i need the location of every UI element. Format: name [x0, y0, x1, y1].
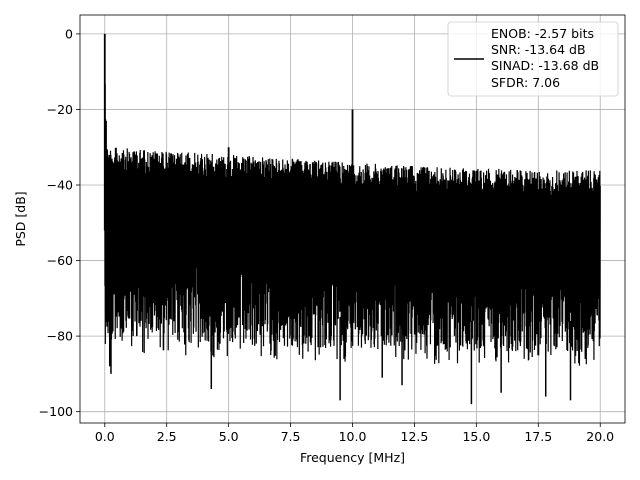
y-tick-label: −80 — [47, 329, 73, 344]
legend-entry-enob: ENOB: -2.57 bits — [491, 26, 594, 41]
y-tick-label: −60 — [47, 253, 73, 268]
legend: ENOB: -2.57 bits SNR: -13.64 dB SINAD: -… — [447, 21, 619, 97]
x-tick-label: 0.0 — [95, 429, 115, 444]
x-tick-label: 10.0 — [339, 429, 367, 444]
y-tick-label: −20 — [47, 102, 73, 117]
legend-entry-sinad: SINAD: -13.68 dB — [491, 58, 599, 73]
x-tick-label: 2.5 — [157, 429, 177, 444]
legend-box — [447, 21, 619, 97]
y-axis-label: PSD [dB] — [13, 191, 28, 246]
y-tick-label: −40 — [47, 178, 73, 193]
legend-entry-snr: SNR: -13.64 dB — [491, 42, 586, 57]
x-tick-label: 17.5 — [524, 429, 552, 444]
legend-entry-sfdr: SFDR: 7.06 — [491, 75, 560, 90]
series-layer — [103, 33, 601, 405]
y-tick-label: 0 — [65, 26, 73, 41]
ticks-layer: 0.0 2.5 5.0 7.5 10.0 12.5 15.0 17.5 20.0 0 −20 −40 −… — [39, 26, 615, 444]
x-axis-label: Frequency [MHz] — [300, 450, 405, 465]
x-tick-label: 5.0 — [219, 429, 239, 444]
x-tick-label: 12.5 — [401, 429, 429, 444]
x-tick-label: 7.5 — [281, 429, 301, 444]
y-tick-label: −100 — [39, 404, 73, 419]
x-tick-label: 15.0 — [462, 429, 490, 444]
x-tick-label: 20.0 — [586, 429, 614, 444]
